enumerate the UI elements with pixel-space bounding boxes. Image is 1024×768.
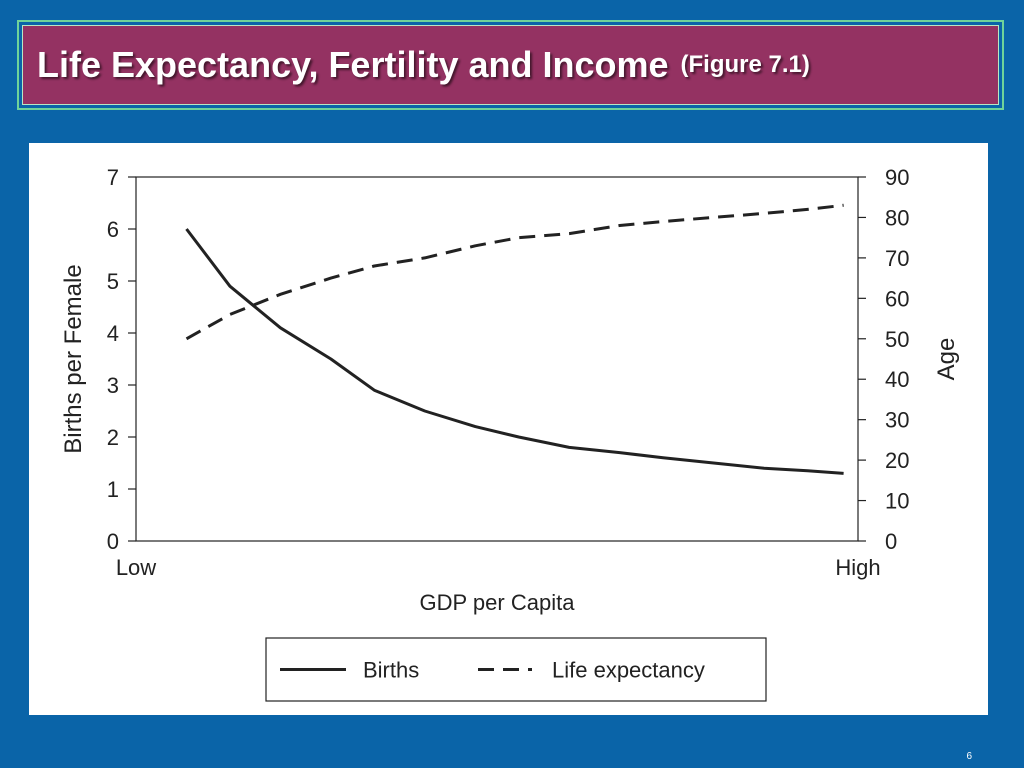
slide-title: Life Expectancy, Fertility and Income [37, 44, 669, 85]
series-line-births [185, 228, 844, 475]
right-tick-label: 60 [885, 286, 909, 311]
chart-panel: 0 1 2 3 4 5 6 7 0 10 20 30 40 50 60 70 80 90 Low High GDP pe… [29, 143, 988, 715]
right-tick-label: 0 [885, 529, 897, 554]
legend-label: Births [363, 658, 419, 683]
right-tick-label: 30 [885, 408, 909, 433]
left-tick-label: 7 [107, 165, 119, 190]
left-tick-label: 1 [107, 477, 119, 502]
right-tick-label: 80 [885, 205, 909, 230]
title-bar: Life Expectancy, Fertility and Income (F… [17, 20, 1004, 110]
left-axis-label: Births per Female [60, 264, 87, 453]
x-tick-label-high: High [835, 555, 880, 580]
left-tick-label: 3 [107, 373, 119, 398]
right-tick-label: 90 [885, 165, 909, 190]
right-tick-label: 40 [885, 367, 909, 392]
legend-label: Life expectancy [552, 658, 705, 683]
right-axis-label: Age [933, 338, 960, 381]
right-tick-label: 10 [885, 489, 909, 514]
figure-reference: (Figure 7.1) [680, 51, 810, 78]
left-tick-label: 0 [107, 529, 119, 554]
right-tick-label: 50 [885, 327, 909, 352]
page-number: 6 [966, 751, 972, 762]
left-tick-label: 4 [107, 321, 119, 346]
series-line-life-expectancy [185, 203, 844, 341]
left-tick-label: 5 [107, 269, 119, 294]
left-tick-label: 6 [107, 217, 119, 242]
left-tick-label: 2 [107, 425, 119, 450]
right-tick-label: 20 [885, 448, 909, 473]
right-tick-label: 70 [885, 246, 909, 271]
plot-frame [135, 176, 859, 542]
x-tick-label-low: Low [116, 555, 156, 580]
title-box: Life Expectancy, Fertility and Income (F… [22, 25, 999, 105]
x-axis-label: GDP per Capita [420, 590, 576, 615]
